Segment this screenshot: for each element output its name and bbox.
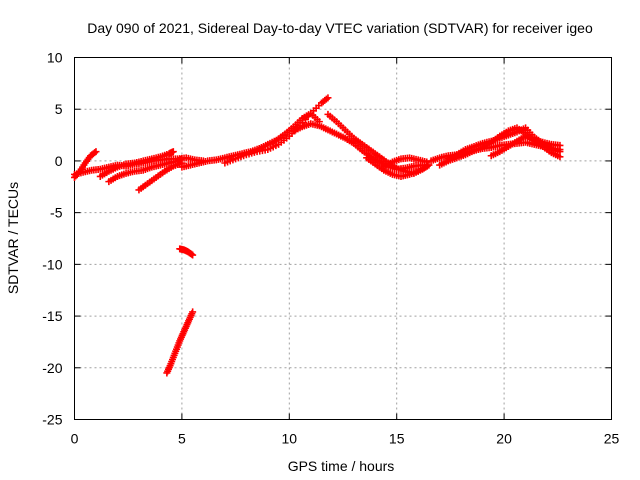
y-axis-label: SDTVAR / TECUs [5, 182, 21, 294]
series-track-e [135, 159, 186, 194]
axis-ticks: 0 5 10 15 20 25 -25 -20 -15 -10 -5 0 5 10 [42, 50, 619, 447]
series-track-f [178, 109, 323, 171]
chart-title: Day 090 of 2021, Sidereal Day-to-day VTE… [87, 20, 593, 36]
series-track-j [363, 154, 431, 180]
series-track-k [380, 154, 431, 171]
y-tick-label: -20 [42, 360, 62, 376]
series-track-h [290, 120, 426, 173]
x-tick-label: 5 [178, 431, 186, 447]
data-point [324, 94, 332, 102]
y-tick-label: -15 [42, 308, 62, 324]
series-track-n [444, 124, 564, 163]
x-tick-label: 0 [71, 431, 79, 447]
series-track-o [487, 132, 564, 161]
y-tick-label: -25 [42, 412, 62, 428]
x-tick-label: 25 [604, 431, 620, 447]
x-tick-label: 15 [389, 431, 405, 447]
series-track-d [105, 155, 186, 186]
y-tick-label: -5 [50, 205, 63, 221]
data-point [556, 141, 564, 149]
x-axis-label: GPS time / hours [288, 458, 395, 474]
plot-frame [74, 57, 612, 420]
data-point [169, 148, 177, 156]
series-track-b [71, 148, 100, 181]
y-tick-label: 5 [55, 101, 63, 117]
data-points [71, 94, 564, 377]
data-point [189, 251, 197, 259]
series-track-g [221, 94, 332, 167]
series-track-c [96, 148, 177, 180]
x-tick-label: 20 [496, 431, 512, 447]
data-point [189, 308, 197, 316]
data-point [423, 158, 431, 166]
data-point [91, 149, 99, 157]
series-track-p [176, 245, 197, 259]
x-tick-label: 10 [282, 431, 298, 447]
y-tick-label: 10 [47, 50, 63, 66]
y-tick-label: -10 [42, 256, 62, 272]
data-point [556, 153, 564, 161]
grid [74, 57, 612, 420]
y-tick-label: 0 [55, 153, 63, 169]
data-point [92, 148, 100, 156]
series-track-q [163, 308, 197, 377]
